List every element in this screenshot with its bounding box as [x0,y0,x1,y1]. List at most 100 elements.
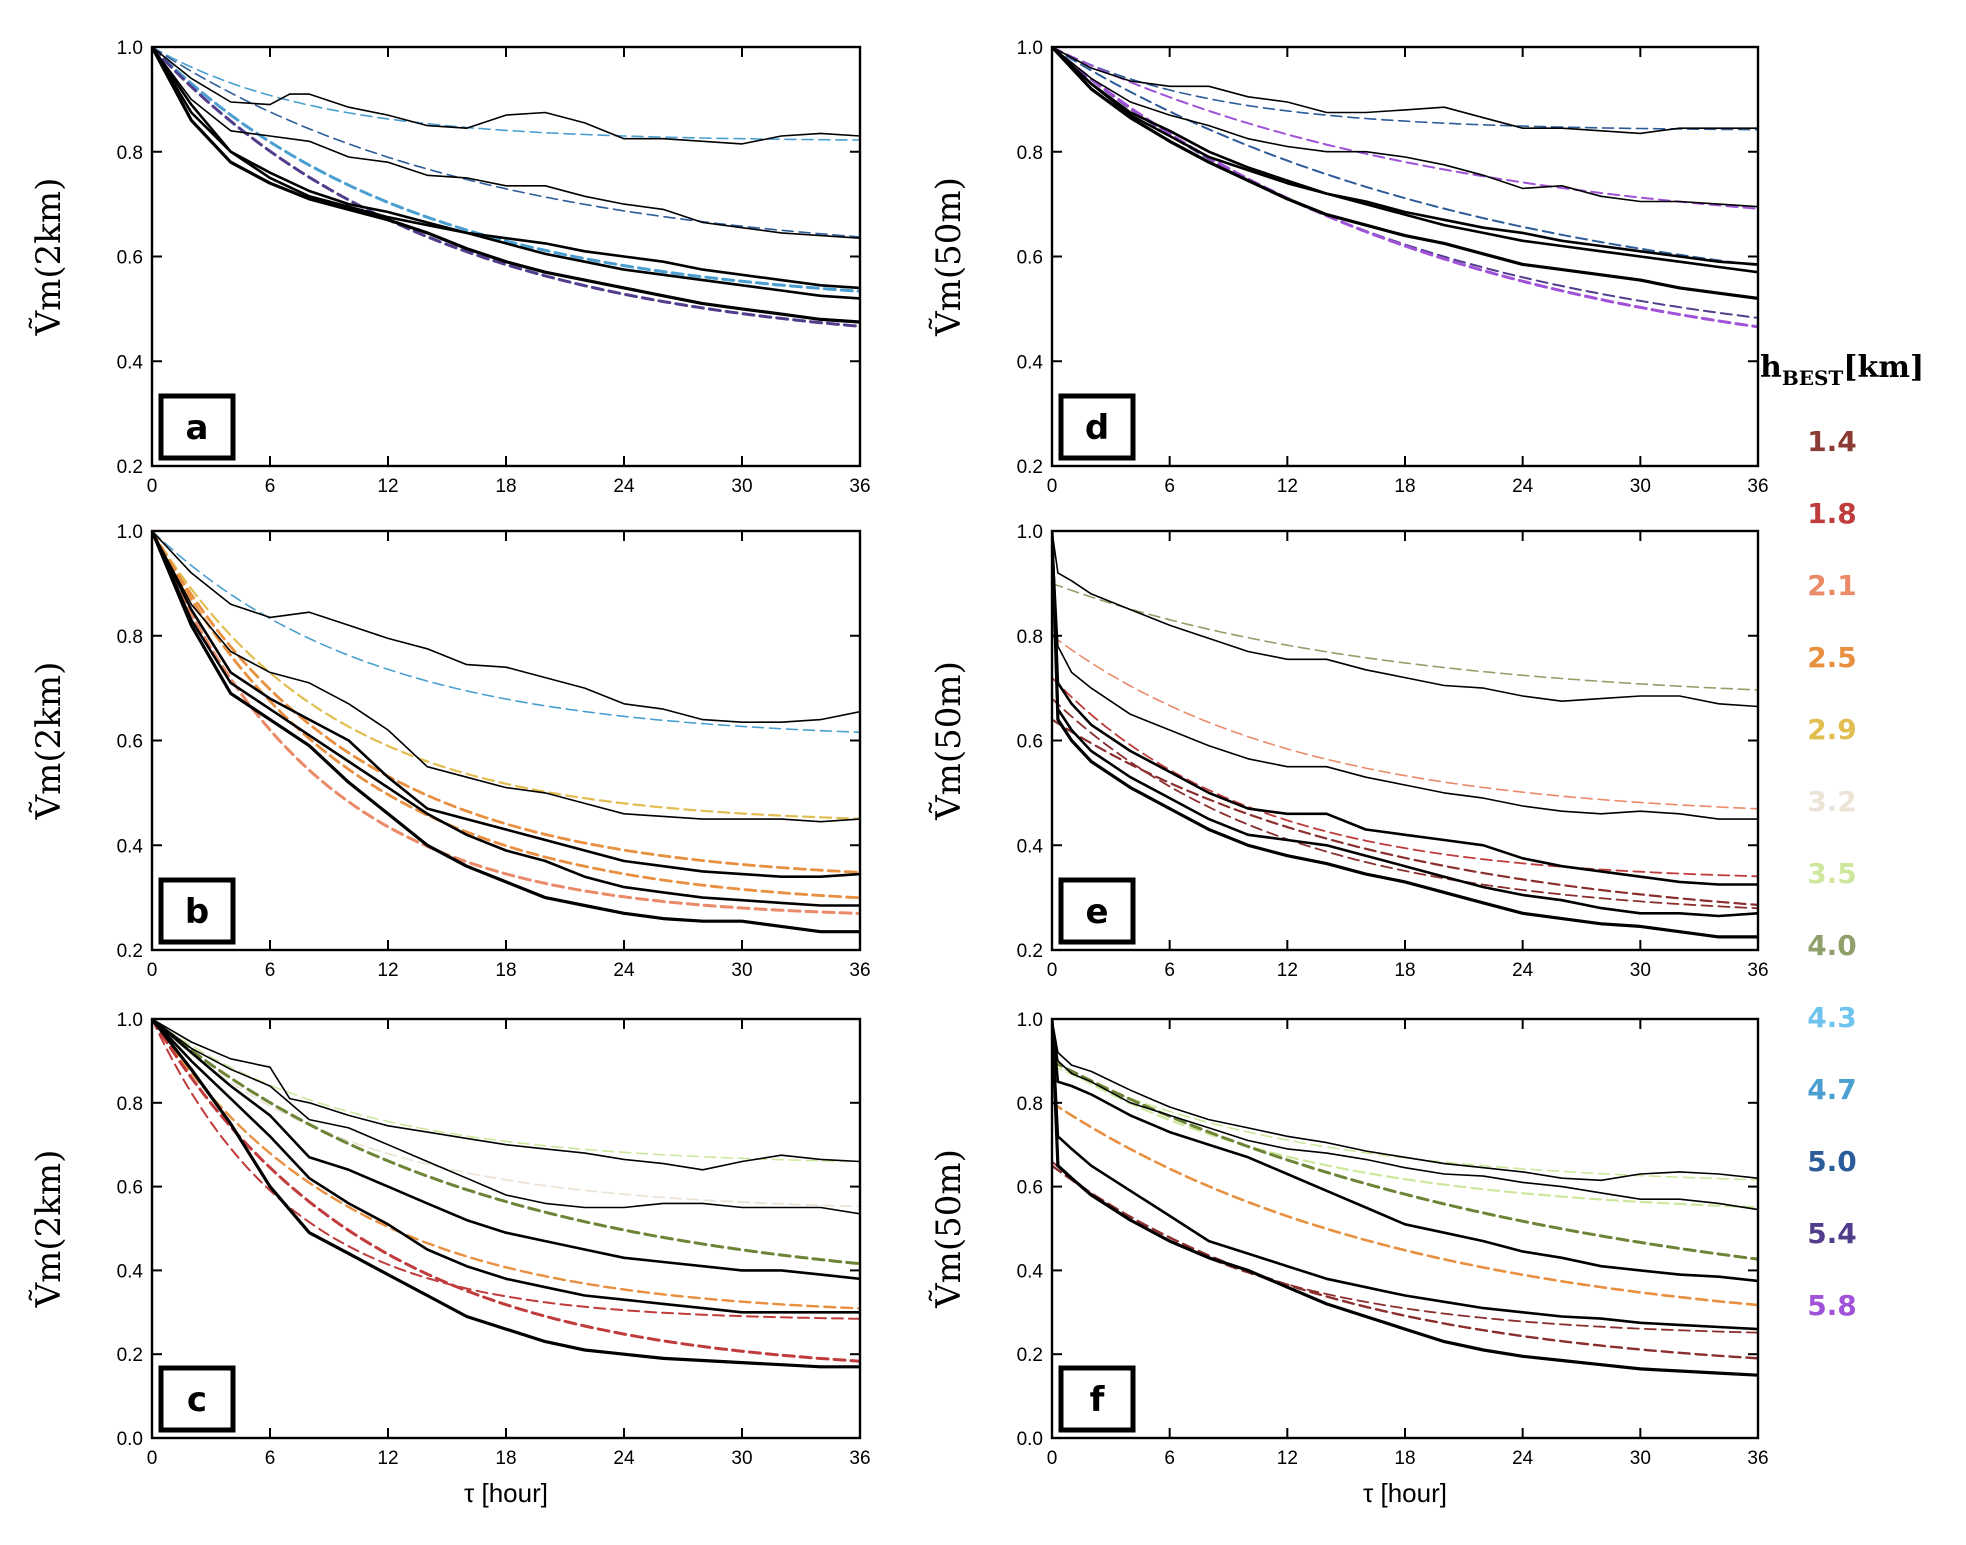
observed-series [1052,47,1758,266]
model-series-1.8 [1052,676,1758,878]
x-tick-label: 36 [849,476,870,497]
model-series-3.2 [152,1019,860,1208]
series-group [1052,47,1758,329]
x-tick-label: 12 [1277,960,1298,981]
x-tick-label: 6 [265,960,276,981]
observed-series [152,47,860,324]
x-tick-label: 6 [265,1448,276,1469]
x-tick-label: 18 [1394,476,1415,497]
series-group [152,531,860,934]
panel-label: c [187,1380,207,1420]
model-series-2.5 [1052,1101,1758,1307]
legend-title-unit: [km] [1843,350,1924,385]
y-axis-label: Ṽm(50m) [929,177,969,337]
observed-series [152,47,860,290]
y-tick-label: 0.6 [117,248,143,269]
model-series-3.5 [1052,1059,1758,1209]
y-tick-label: 0.2 [1017,1345,1043,1366]
observed-series [152,531,860,934]
x-axis-label: τ [hour] [1363,1478,1447,1508]
observed-series [1052,1019,1758,1331]
model-series-5.0 [1052,47,1758,131]
legend-item: 1.8 [1807,497,1857,530]
x-tick-label: 30 [1630,1448,1651,1469]
panel-label-box [158,1365,236,1433]
x-tick-label: 12 [377,476,398,497]
x-tick-label: 24 [1512,960,1534,981]
x-tick-label: 36 [1747,1448,1768,1469]
y-tick-label: 0.4 [1017,836,1044,857]
panel-a: 0 6 12 18 24 30 36 0.2 0.4 0.6 0.8 1.0 Ṽm(2km) a [29,38,871,497]
x-tick-label: 18 [495,1448,516,1469]
legend-items: 1.4 1.8 2.1 2.5 2.9 3.2 3.5 4.0 4.3 4.7 5.0 5.4 5.8 [1807,425,1857,1322]
x-tick-label: 18 [495,476,516,497]
x-tick-label: 0 [147,476,158,497]
y-tick-label: 0.4 [117,836,144,857]
model-series-1.4 [1052,1164,1758,1360]
y-tick-label: 0.4 [117,1261,144,1282]
y-tick-label: 0.2 [117,457,143,478]
x-tick-label: 36 [1747,960,1768,981]
legend-item: 4.0 [1807,929,1857,962]
y-tick-label: 0.6 [1017,248,1043,269]
x-tick-label: 18 [1394,1448,1415,1469]
y-tick-label: 1.0 [1017,522,1043,543]
y-tick-label: 0.8 [1017,1094,1043,1115]
observed-series [152,531,860,907]
panels: 0 6 12 18 24 30 36 0.2 0.4 0.6 0.8 1.0 Ṽm(2km) a 0 6 12 1… [29,38,1769,1508]
x-tick-label: 0 [1047,960,1058,981]
x-tick-label: 0 [1047,1448,1058,1469]
observed-series [152,47,860,239]
model-series-5.8 [1052,47,1758,329]
model-series-1.4 [1052,697,1758,910]
observed-series [1052,531,1758,886]
legend-title: hBEST[km] [1760,350,1924,390]
observed-series [152,1019,860,1369]
panel-label-box [1058,393,1136,461]
x-tick-label: 24 [613,1448,635,1469]
legend-item: 5.4 [1807,1217,1857,1250]
model-series-2.5 [152,531,860,874]
observed-series [1052,1019,1758,1377]
legend-item: 5.8 [1807,1289,1857,1322]
x-tick-label: 6 [265,476,276,497]
panel-label: f [1090,1380,1106,1420]
y-tick-label: 0.2 [1017,941,1043,962]
legend-title-sub: BEST [1782,366,1844,390]
panel-label-box [158,393,236,461]
observed-series [1052,531,1758,708]
observed-series [152,47,860,300]
x-tick-label: 36 [1747,476,1768,497]
observed-series [1052,531,1758,820]
panel-label: a [186,408,209,448]
y-tick-label: 0.0 [117,1429,143,1450]
y-tick-label: 0.2 [1017,457,1043,478]
panel-label-box [158,877,236,945]
panel-label: b [185,892,209,932]
x-tick-label: 0 [1047,476,1058,497]
y-tick-label: 1.0 [1017,38,1043,59]
y-tick-label: 0.8 [1017,143,1043,164]
panel-c: 0 6 12 18 24 30 36 0.0 0.2 0.4 0.6 0.8 1.0 Ṽm(2km) τ [… [29,1010,871,1508]
observed-series [152,47,860,145]
model-series-2.5 [152,1019,860,1310]
x-tick-label: 30 [731,476,752,497]
x-tick-label: 6 [1164,476,1175,497]
y-axis-label: Ṽm(2km) [29,178,69,337]
model-series-4.0 [152,1019,860,1266]
panel-label: d [1085,408,1109,448]
y-tick-label: 0.6 [1017,732,1043,753]
legend-item: 3.5 [1807,857,1857,890]
legend-item: 4.3 [1807,1001,1857,1034]
panel-d: 0 6 12 18 24 30 36 0.2 0.4 0.6 0.8 1.0 Ṽm(50m) d [929,38,1769,497]
y-tick-label: 1.0 [117,522,143,543]
model-series-4.7 [152,47,860,293]
panel-label-box [1058,1365,1136,1433]
legend: hBEST[km] 1.4 1.8 2.1 2.5 2.9 3.2 3.5 4.0 4.3 4.7… [1760,350,1924,1322]
model-series-1.8 [152,1019,860,1363]
y-tick-label: 0.8 [117,143,143,164]
panel-label: e [1085,892,1108,932]
observed-series [152,1019,860,1171]
y-tick-label: 1.0 [117,38,143,59]
